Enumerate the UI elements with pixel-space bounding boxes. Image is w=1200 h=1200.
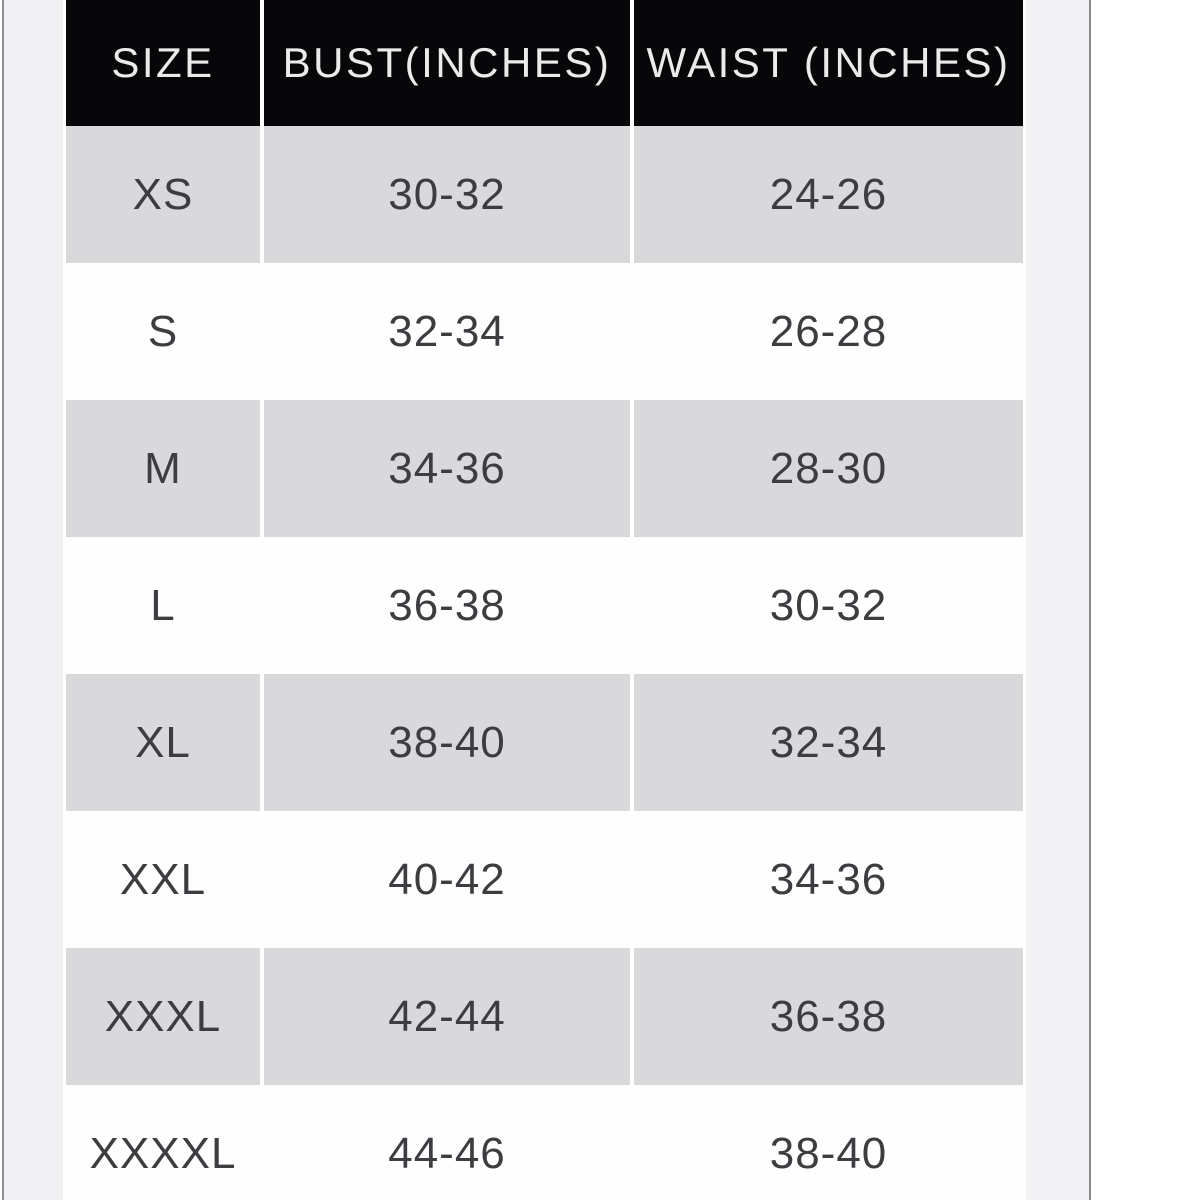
cell-size: S [66, 263, 260, 400]
table-row-m: M 34-36 28-30 [66, 400, 1023, 537]
cell-bust: 34-36 [264, 400, 630, 537]
cell-bust: 36-38 [264, 537, 630, 674]
cell-waist: 36-38 [634, 948, 1023, 1085]
size-chart-table: SIZE BUST(INCHES) WAIST (INCHES) XS 30-3… [63, 0, 1026, 1200]
cell-size: M [66, 400, 260, 537]
table-row-xl: XL 38-40 32-34 [66, 674, 1023, 811]
cell-bust: 44-46 [264, 1085, 630, 1200]
left-frame-line [2, 0, 4, 1200]
cell-bust: 30-32 [264, 126, 630, 263]
cell-waist: 38-40 [634, 1085, 1023, 1200]
cell-size: XL [66, 674, 260, 811]
header-cell-size: SIZE [66, 0, 260, 126]
table-header-row: SIZE BUST(INCHES) WAIST (INCHES) [66, 0, 1023, 126]
cell-size: XXL [66, 811, 260, 948]
cell-waist: 28-30 [634, 400, 1023, 537]
cell-size: XXXXL [66, 1085, 260, 1200]
right-margin [1026, 0, 1089, 1200]
table-row-xxxxl: XXXXL 44-46 38-40 [66, 1085, 1023, 1200]
cell-waist: 26-28 [634, 263, 1023, 400]
cell-waist: 34-36 [634, 811, 1023, 948]
cell-waist: 24-26 [634, 126, 1023, 263]
table-row-xxl: XXL 40-42 34-36 [66, 811, 1023, 948]
cell-size: L [66, 537, 260, 674]
table-row-xs: XS 30-32 24-26 [66, 126, 1023, 263]
cell-bust: 40-42 [264, 811, 630, 948]
cell-size: XXXL [66, 948, 260, 1085]
cell-waist: 30-32 [634, 537, 1023, 674]
table-row-s: S 32-34 26-28 [66, 263, 1023, 400]
right-frame-line [1089, 0, 1091, 1200]
cell-waist: 32-34 [634, 674, 1023, 811]
cell-bust: 32-34 [264, 263, 630, 400]
table-row-l: L 36-38 30-32 [66, 537, 1023, 674]
header-cell-bust: BUST(INCHES) [264, 0, 630, 126]
cell-bust: 38-40 [264, 674, 630, 811]
cell-size: XS [66, 126, 260, 263]
table-row-xxxl: XXXL 42-44 36-38 [66, 948, 1023, 1085]
left-margin [4, 0, 63, 1200]
header-cell-waist: WAIST (INCHES) [634, 0, 1023, 126]
cell-bust: 42-44 [264, 948, 630, 1085]
